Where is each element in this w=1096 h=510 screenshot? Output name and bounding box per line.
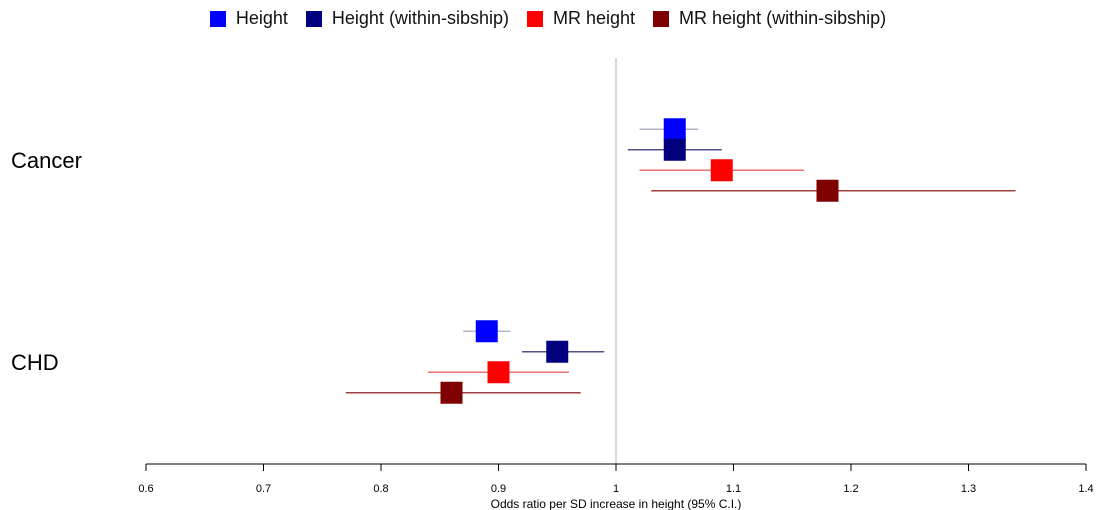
point-estimate <box>663 118 686 141</box>
legend-item-mr-height-within-sibship: MR height (within-sibship) <box>653 8 886 29</box>
group-label-chd: CHD <box>11 350 59 375</box>
legend-swatch-mr-height <box>526 10 543 27</box>
legend-item-height: Height <box>209 8 288 29</box>
legend-label-mr-height: MR height <box>552 8 636 28</box>
x-tick-label: 0.6 <box>138 483 153 495</box>
group-label-cancer: Cancer <box>11 148 82 173</box>
x-tick-label: 1 <box>613 483 619 495</box>
legend-label-mr-height-within-sibship: MR height (within-sibship) <box>679 8 887 28</box>
legend-swatch-height <box>209 10 226 27</box>
point-estimate <box>475 320 498 343</box>
point-estimate <box>487 361 510 384</box>
x-tick-label: 1.2 <box>843 483 858 495</box>
x-axis-ticks: 0.6 0.7 0.8 0.9 1 1.1 1.2 1.3 1.4 <box>138 464 1094 495</box>
x-tick-label: 1.3 <box>961 483 976 495</box>
estimate-marks <box>345 118 1016 404</box>
legend-label-height: Height <box>235 8 288 28</box>
group-labels: Cancer CHD <box>11 148 82 375</box>
legend-label-height-within-sibship: Height (within-sibship) <box>331 8 509 28</box>
x-tick-label: 0.7 <box>256 483 271 495</box>
x-tick-label: 0.8 <box>373 483 388 495</box>
x-tick-label: 1.1 <box>726 483 741 495</box>
x-axis-title: Odds ratio per SD increase in height (95… <box>491 497 742 510</box>
legend-swatch-height-within-sibship <box>305 10 322 27</box>
legend-item-height-within-sibship: Height (within-sibship) <box>305 8 509 29</box>
x-tick-label: 1.4 <box>1078 483 1093 495</box>
point-estimate <box>440 381 463 404</box>
x-tick-label: 0.9 <box>491 483 506 495</box>
legend-item-mr-height: MR height <box>526 8 636 29</box>
legend: Height Height (within-sibship) MR height… <box>0 8 1096 29</box>
point-estimate <box>663 138 686 161</box>
legend-swatch-mr-height-within-sibship <box>653 10 670 27</box>
point-estimate <box>816 179 839 202</box>
point-estimate <box>710 159 733 182</box>
point-estimate <box>546 340 569 363</box>
